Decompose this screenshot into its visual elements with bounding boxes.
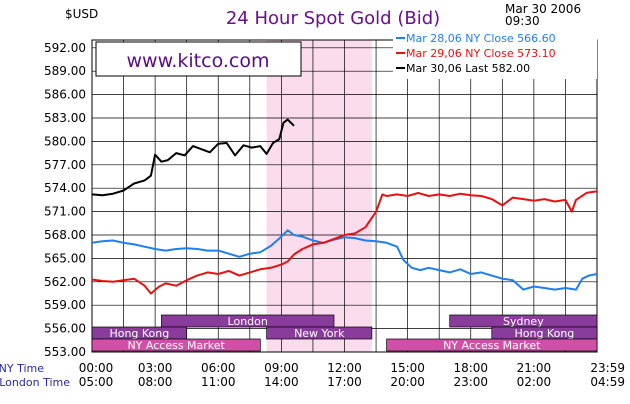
london-tick-label: 20:00 [390,375,425,389]
london-tick-label: 17:00 [327,375,362,389]
header: $USD 24 Hour Spot Gold (Bid) Mar 30 2006… [65,2,581,29]
y-tick-label: 574.00 [44,181,86,195]
london-tick-label: 02:00 [517,375,552,389]
ny-tick-label: 09:00 [264,361,299,375]
grid [91,40,598,353]
y-tick-label: 577.00 [44,158,86,172]
y-tick-label: 571.00 [44,205,86,219]
legend-entry: Mar 28,06 NY Close 566.60 [406,32,556,45]
legend-entry: Mar 29,06 NY Close 573.10 [406,47,556,60]
legend-entry: Mar 30,06 Last 582.00 [406,62,530,75]
y-tick-label: 592.00 [44,41,86,55]
y-tick-label: 568.00 [44,228,86,242]
ny-tick-label: 15:00 [390,361,425,375]
legend-bg [393,31,597,79]
watermark-box: www.kitco.com [95,41,302,77]
y-tick-label: 553.00 [44,345,86,359]
time-label: 09:30 [505,14,540,28]
session-label: NY Access Market [127,339,225,352]
y-tick-label: 589.00 [44,64,86,78]
london-tick-label: 04:59 [590,375,625,389]
london-tick-label: 11:00 [201,375,236,389]
y-tick-label: 562.00 [44,275,86,289]
series-lines [91,118,598,295]
series-line [91,190,598,295]
ny-tick-label: 23:59 [590,361,625,375]
session-label: Hong Kong [514,327,574,340]
ny-tick-label: 12:00 [327,361,362,375]
ny-tick-label: 03:00 [138,361,173,375]
date-label: Mar 30 2006 [505,2,581,16]
y-tick-label: 580.00 [44,134,86,148]
y-tick-label: 559.00 [44,298,86,312]
series-line [91,118,295,197]
london-time-label: London Time [0,376,70,389]
currency-label: $USD [65,7,98,21]
session-label: NY Access Market [443,339,541,352]
y-tick-label: 583.00 [44,111,86,125]
session-bar [161,314,335,328]
y-tick-label: 565.00 [44,251,86,265]
watermark-text: www.kitco.com [126,50,269,72]
london-tick-label: 08:00 [138,375,173,389]
london-tick-label: 23:00 [453,375,488,389]
session-label: Hong Kong [109,327,169,340]
london-tick-label: 05:00 [79,375,114,389]
ny-tick-label: 21:00 [517,361,552,375]
ny-tick-label: 18:00 [453,361,488,375]
plot-frame [91,39,598,353]
y-tick-label: 556.00 [44,322,86,336]
session-label: London [228,315,268,328]
ny-time-label: NY Time [0,362,44,375]
legend: Mar 28,06 NY Close 566.60 Mar 29,06 NY Cl… [393,31,597,79]
ny-tick-label: 06:00 [201,361,236,375]
session-bar [386,338,598,352]
session-bar [91,338,261,352]
y-tick-label: 586.00 [44,88,86,102]
series-line [91,229,598,291]
session-label: New York [294,327,345,340]
session-bar [266,326,373,340]
session-label: Sydney [503,315,544,328]
london-tick-label: 14:00 [264,375,299,389]
ny-tick-label: 00:00 [79,361,114,375]
axes: 592.00 589.00 586.00 583.00 580.00 577.00 574.… [44,39,598,359]
chart-title: 24 Hour Spot Gold (Bid) [226,8,440,29]
ny-session-band [266,40,372,352]
highlight-band [266,40,372,352]
